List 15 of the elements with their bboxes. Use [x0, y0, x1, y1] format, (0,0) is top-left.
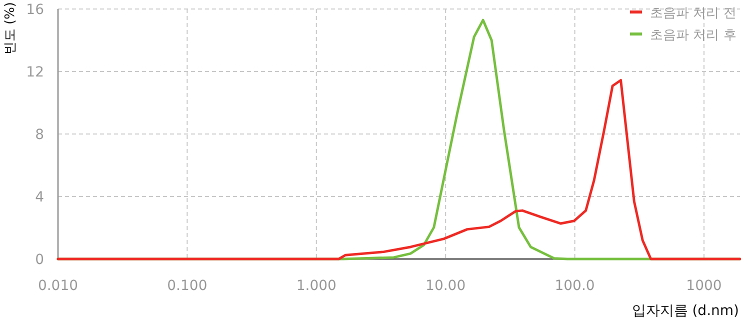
x-tick-label: 0.100 — [167, 278, 208, 294]
x-tick-label: 10.00 — [426, 278, 466, 294]
legend-label: 초음파 처리 전 — [650, 6, 736, 21]
y-tick-label: 4 — [35, 190, 44, 206]
y-tick-label: 8 — [35, 127, 44, 143]
y-tick-label: 12 — [26, 64, 44, 80]
x-tick-label: 0.010 — [38, 278, 78, 294]
x-axis-title: 입자지름 (d.nm) — [632, 303, 739, 319]
y-tick-label: 0 — [35, 252, 44, 268]
x-tick-label: 1000 — [686, 278, 722, 294]
x-tick-label: 1.000 — [296, 278, 336, 294]
x-tick-label: 100.0 — [554, 278, 595, 294]
legend-label: 초음파 처리 후 — [650, 28, 736, 43]
y-axis-title: 빈도 (%) — [3, 2, 18, 55]
y-tick-label: 16 — [26, 2, 44, 18]
